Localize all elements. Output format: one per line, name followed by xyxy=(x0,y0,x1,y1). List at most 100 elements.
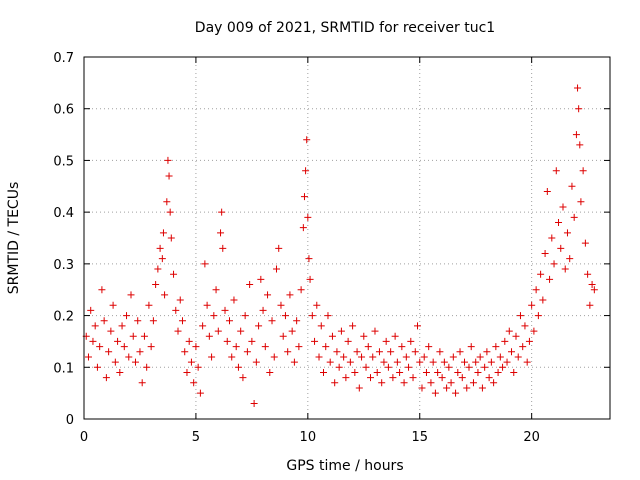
data-point xyxy=(579,167,587,175)
plot-frame xyxy=(83,56,611,420)
data-point xyxy=(353,348,361,356)
y-tick-label: 0.6 xyxy=(53,103,74,118)
data-point xyxy=(326,358,334,366)
data-point xyxy=(181,348,189,356)
data-point xyxy=(154,265,162,273)
data-point xyxy=(284,348,292,356)
data-point xyxy=(272,265,280,273)
data-point xyxy=(371,327,379,335)
data-point xyxy=(241,312,249,320)
data-point xyxy=(165,172,173,180)
data-point xyxy=(335,363,343,371)
data-point xyxy=(304,213,312,221)
data-point xyxy=(516,312,524,320)
data-point xyxy=(440,358,448,366)
axis-ticks: 0 0.1 0.2 0.3 0.4 0.5 0.6 0.7 0 5 10 15 20 xyxy=(53,51,610,445)
data-point xyxy=(147,343,155,351)
data-point xyxy=(156,244,164,252)
data-point xyxy=(588,281,596,289)
data-point xyxy=(382,337,390,345)
data-point xyxy=(234,363,242,371)
data-point xyxy=(203,301,211,309)
data-point xyxy=(541,250,549,258)
data-point xyxy=(127,291,135,299)
data-point xyxy=(214,327,222,335)
data-point xyxy=(281,312,289,320)
data-point xyxy=(414,322,422,330)
data-point xyxy=(174,327,182,335)
data-point xyxy=(380,358,388,366)
data-point xyxy=(387,348,395,356)
chart-title: Day 009 of 2021, SRMTID for receiver tuc… xyxy=(195,20,495,36)
data-point xyxy=(391,332,399,340)
data-point xyxy=(218,208,226,216)
data-point xyxy=(109,301,117,309)
data-point xyxy=(140,332,148,340)
data-point xyxy=(264,291,272,299)
data-point xyxy=(485,374,493,382)
data-point xyxy=(566,255,574,263)
data-point xyxy=(584,270,592,278)
data-point xyxy=(443,384,451,392)
data-point xyxy=(246,281,254,289)
data-point xyxy=(568,182,576,190)
data-point xyxy=(275,244,283,252)
y-tick-label: 0 xyxy=(66,413,74,428)
data-point xyxy=(543,187,551,195)
data-point xyxy=(223,337,231,345)
data-point xyxy=(302,167,310,175)
data-point xyxy=(407,337,415,345)
data-point xyxy=(539,296,547,304)
data-point xyxy=(305,255,313,263)
data-point xyxy=(172,306,180,314)
data-point xyxy=(362,363,370,371)
data-point xyxy=(96,343,104,351)
y-tick-label: 0.1 xyxy=(53,361,74,376)
x-tick-label: 5 xyxy=(192,430,200,445)
data-point xyxy=(331,379,339,387)
data-point xyxy=(328,332,336,340)
data-point xyxy=(111,358,119,366)
data-point xyxy=(208,353,216,361)
data-point xyxy=(87,306,95,314)
data-point xyxy=(185,337,193,345)
data-point xyxy=(250,399,258,407)
data-point xyxy=(360,332,368,340)
data-point xyxy=(317,322,325,330)
data-point xyxy=(563,229,571,237)
data-point xyxy=(311,337,319,345)
data-point xyxy=(248,337,256,345)
data-point xyxy=(228,353,236,361)
x-tick-label: 20 xyxy=(523,430,540,445)
data-point xyxy=(425,343,433,351)
data-point xyxy=(149,317,157,325)
y-tick-label: 0.2 xyxy=(53,310,74,325)
data-points xyxy=(82,84,598,407)
data-point xyxy=(364,343,372,351)
data-point xyxy=(501,337,509,345)
data-point xyxy=(337,327,345,335)
data-point xyxy=(143,363,151,371)
data-point xyxy=(434,368,442,376)
data-point xyxy=(548,234,556,242)
data-point xyxy=(481,363,489,371)
data-point xyxy=(324,312,332,320)
data-point xyxy=(505,327,513,335)
data-point xyxy=(586,301,594,309)
data-point xyxy=(164,156,172,164)
data-point xyxy=(300,193,308,201)
data-point xyxy=(319,368,327,376)
data-point xyxy=(299,224,307,232)
data-point xyxy=(232,343,240,351)
data-point xyxy=(461,358,469,366)
data-point xyxy=(552,167,560,175)
data-point xyxy=(521,322,529,330)
data-point xyxy=(239,374,247,382)
data-point xyxy=(523,358,531,366)
data-point xyxy=(358,353,366,361)
data-point xyxy=(221,306,229,314)
data-point xyxy=(134,317,142,325)
data-point xyxy=(503,358,511,366)
data-point xyxy=(458,374,466,382)
data-point xyxy=(478,384,486,392)
